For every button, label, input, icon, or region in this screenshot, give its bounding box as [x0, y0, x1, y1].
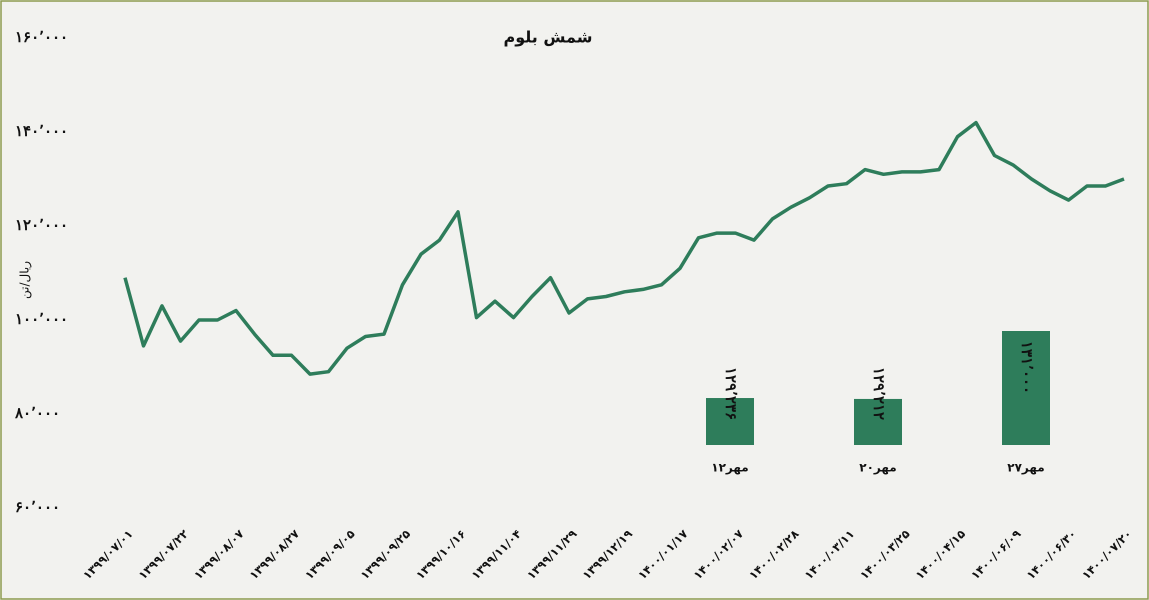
bar-category-label: ۲۷مهر	[1007, 461, 1044, 475]
bar	[854, 398, 902, 445]
y-tick-label: ۱۴۰٬۰۰۰	[15, 122, 68, 140]
chart-title: شمش بلوم	[504, 28, 593, 47]
y-axis-label: ریال/تن	[18, 261, 33, 299]
y-tick-label: ۶۰٬۰۰۰	[15, 498, 60, 516]
line-series	[123, 120, 1125, 376]
bar-value-label: ۱۲۹٬۲۳۶	[722, 367, 740, 420]
bar-category-label: ۱۲مهر	[711, 461, 748, 475]
bar-category-label: ۲۰مهر	[859, 461, 896, 475]
y-tick-label: ۸۰٬۰۰۰	[14, 404, 60, 422]
bar	[1002, 331, 1050, 445]
y-tick-label: ۱۰۰٬۰۰۰	[15, 310, 68, 328]
y-tick-label: ۱۲۰٬۰۰۰	[15, 216, 68, 234]
bar-value-label: ۱۲۹٬۲۱۲	[870, 367, 888, 420]
bar	[706, 398, 754, 445]
bar-value-label: ۱۳۱٬۰۰۰	[1018, 341, 1036, 394]
y-tick-label: ۱۶۰٬۰۰۰	[15, 28, 68, 46]
